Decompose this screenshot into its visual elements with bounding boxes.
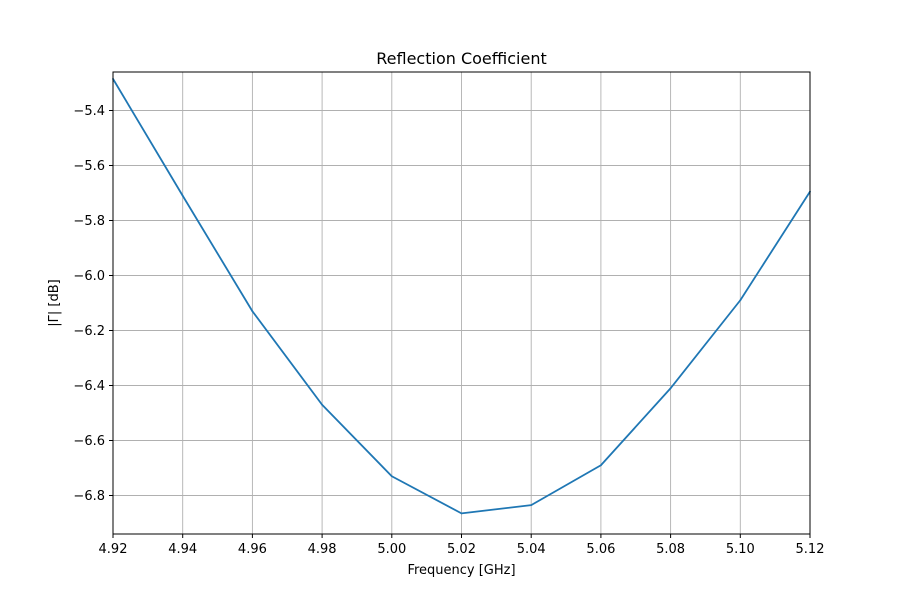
x-tick-label: 4.92	[99, 542, 128, 557]
x-tick-label: 4.96	[238, 542, 267, 557]
x-tick-label: 5.00	[377, 542, 406, 557]
grid	[112, 72, 811, 534]
data-point	[390, 475, 393, 478]
x-tick-label: 5.04	[517, 542, 546, 557]
data-point	[251, 310, 254, 313]
y-tick-label: −6.8	[73, 489, 105, 504]
data-point	[460, 512, 463, 515]
x-axis-label: Frequency [GHz]	[407, 563, 515, 578]
x-tick-label: 5.12	[796, 542, 825, 557]
y-tick-label: −6.4	[73, 379, 105, 394]
data-point	[739, 299, 742, 302]
y-tick-label: −5.6	[73, 159, 105, 174]
y-axis-label: |Γ| [dB]	[47, 279, 62, 326]
x-tick-label: 5.08	[656, 542, 685, 557]
x-tick-label: 5.10	[726, 542, 755, 557]
x-tick-label: 5.06	[586, 542, 615, 557]
y-tick-label: −5.8	[73, 214, 105, 229]
x-tick-label: 4.98	[308, 542, 337, 557]
x-axis: 4.92 4.94 4.96 4.98 5.00 5.02 5.04 5.06 5.08 5.10…	[99, 534, 825, 557]
data-point	[669, 387, 672, 390]
x-tick-label: 4.94	[168, 542, 197, 557]
y-tick-label: −5.4	[73, 104, 105, 119]
series-layer	[112, 77, 811, 515]
data-point	[321, 403, 323, 406]
data-point	[600, 464, 602, 467]
y-axis: −5.4 −5.6 −5.8 −6.0 −6.2 −6.4 −6.6 −6.8	[73, 104, 113, 504]
y-tick-label: −6.6	[73, 434, 105, 449]
x-tick-label: 5.02	[447, 542, 476, 557]
data-point	[530, 504, 533, 507]
y-tick-label: −6.2	[73, 324, 105, 339]
data-point	[181, 194, 184, 197]
y-tick-label: −6.0	[73, 269, 105, 284]
chart-title: Reflection Coefficient	[376, 49, 546, 68]
